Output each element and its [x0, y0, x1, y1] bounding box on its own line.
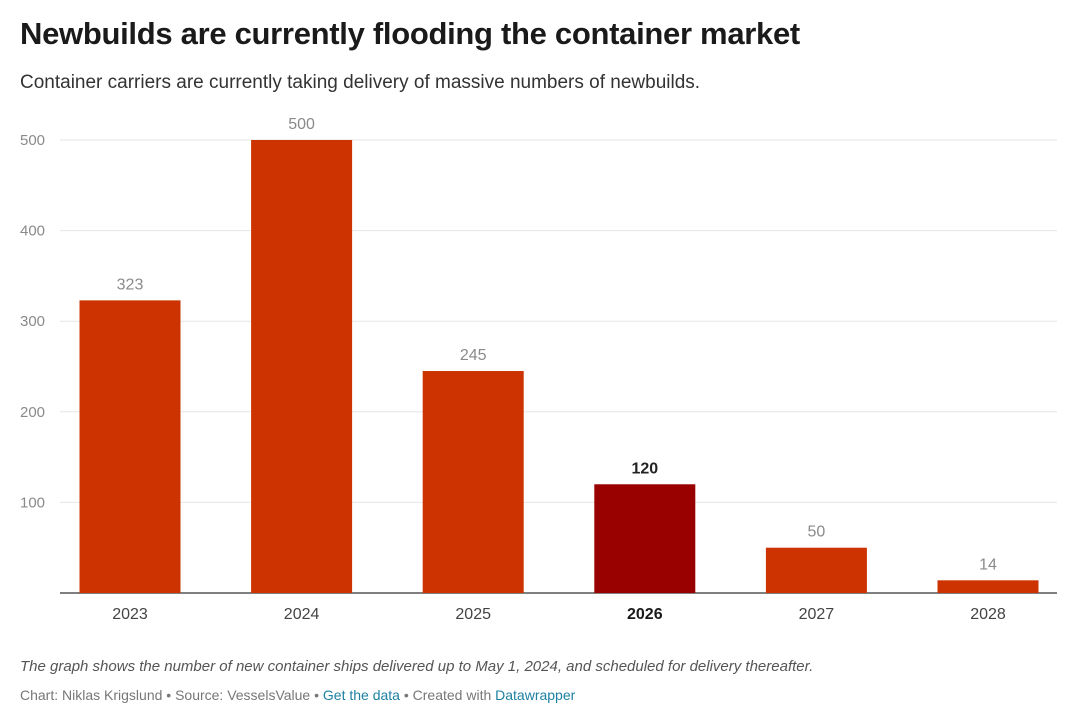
- bar-chart: 100 200 300 400 500 323 2023 500 2024 245 2025 120 2…: [20, 116, 1057, 623]
- y-tick-label: 100: [20, 494, 45, 511]
- value-label-2025: 245: [460, 347, 487, 364]
- bar-2026: [594, 484, 696, 593]
- y-tick-label: 400: [20, 223, 45, 240]
- value-label-2028: 14: [979, 556, 997, 573]
- datawrapper-link[interactable]: Datawrapper: [495, 687, 576, 703]
- category-label-2024: 2024: [284, 606, 320, 623]
- bar-2027: [765, 547, 867, 593]
- chart-credits: Chart: Niklas Krigslund • Source: Vessel…: [20, 687, 575, 703]
- category-label-2025: 2025: [455, 606, 491, 623]
- get-data-link[interactable]: Get the data: [322, 687, 400, 703]
- chart-title: Newbuilds are currently flooding the con…: [20, 16, 800, 51]
- value-label-2027: 50: [808, 524, 826, 541]
- value-label-2026: 120: [631, 460, 658, 477]
- created-with-text: • Created with: [399, 687, 496, 703]
- category-label-2028: 2028: [970, 606, 1006, 623]
- bars-layer: [79, 140, 1039, 593]
- bar-2024: [251, 140, 353, 593]
- bar-2028: [937, 580, 1039, 593]
- bar-2023: [79, 300, 181, 593]
- category-label-2023: 2023: [112, 606, 148, 623]
- y-tick-label: 200: [20, 404, 45, 421]
- y-tick-label: 500: [20, 132, 45, 149]
- category-label-2026: 2026: [627, 606, 663, 623]
- bar-2025: [422, 371, 524, 593]
- category-label-2027: 2027: [799, 606, 835, 623]
- y-tick-label: 300: [20, 313, 45, 330]
- value-label-2024: 500: [288, 116, 315, 133]
- chart-note: The graph shows the number of new contai…: [20, 658, 814, 675]
- chart-subtitle: Container carriers are currently taking …: [20, 72, 701, 93]
- credit-text: Chart: Niklas Krigslund • Source: Vessel…: [20, 687, 323, 703]
- grid-layer: [60, 139, 1057, 594]
- labels-layer: 100 200 300 400 500 323 2023 500 2024 245 2025 120 2…: [20, 116, 1006, 623]
- value-label-2023: 323: [117, 276, 144, 293]
